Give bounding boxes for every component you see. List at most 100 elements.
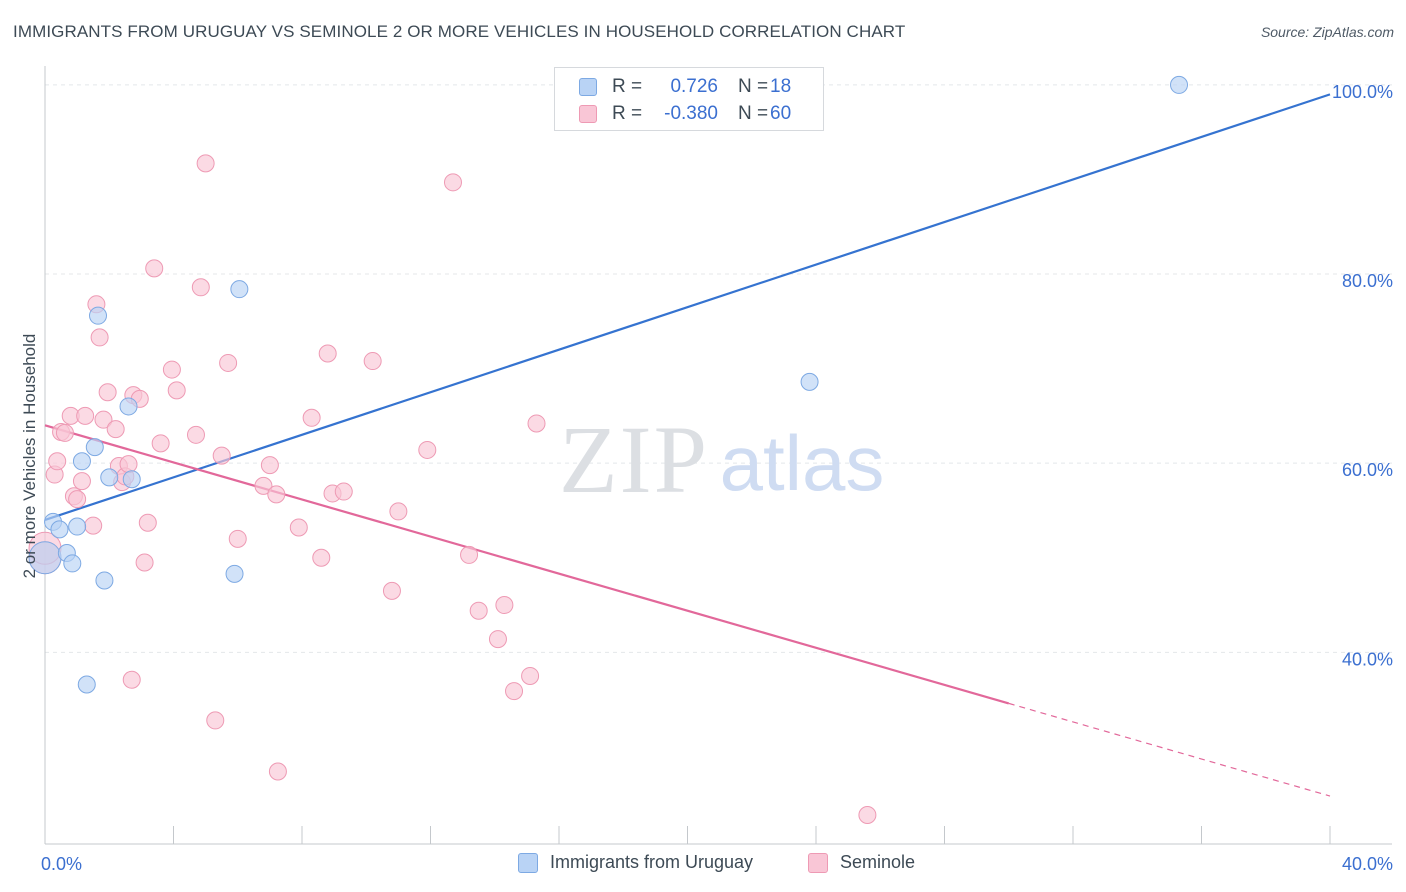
uruguay-point — [800, 372, 819, 391]
seminole-point — [138, 513, 157, 532]
seminole-point — [94, 410, 113, 429]
legend-r-value: -0.380 — [664, 103, 718, 124]
uruguay-point — [119, 397, 138, 416]
seminole-point — [76, 406, 95, 425]
seminole-point — [318, 344, 337, 363]
seminole-point — [505, 682, 524, 701]
uruguay-swatch — [579, 78, 597, 96]
uruguay-point — [225, 564, 244, 583]
seminole-point — [302, 408, 321, 427]
legend-n-label: N = — [738, 76, 769, 97]
seminole-point — [119, 455, 138, 474]
seminole-point — [460, 545, 479, 564]
legend-r-value: 0.726 — [670, 76, 718, 97]
seminole-point — [55, 423, 74, 442]
seminole-point — [206, 711, 225, 730]
seminole-point — [495, 596, 514, 615]
uruguay-point — [63, 554, 82, 573]
legend-n-label: N = — [738, 103, 769, 124]
seminole-legend-label: Seminole — [840, 852, 916, 872]
seminole-trend-line — [44, 424, 1010, 705]
legend-row-uruguay: R = 0.726 N = 18 — [555, 73, 791, 101]
seminole-point — [122, 670, 141, 689]
seminole-point — [267, 485, 286, 504]
seminole-point — [527, 414, 546, 433]
seminole-point — [186, 425, 205, 444]
seminole-point — [48, 452, 67, 471]
seminole-point — [167, 381, 186, 400]
seminole-point — [212, 446, 231, 465]
uruguay-point — [85, 438, 104, 457]
uruguay-point — [72, 452, 91, 471]
x-tick-label: 0.0% — [41, 854, 82, 874]
watermark-zip: ZIP — [559, 406, 709, 513]
seminole-point — [382, 581, 401, 600]
watermark-atlas: atlas — [720, 419, 885, 507]
uruguay-point — [122, 470, 141, 489]
legend-row-seminole: R = -0.380 N = 60 — [555, 100, 791, 128]
uruguay-trend-line — [44, 93, 1331, 521]
uruguay-point — [68, 517, 87, 536]
correlation-legend: R = 0.726 N = 18 R = -0.380 N = 60 — [554, 67, 824, 131]
legend-r-label: R = — [612, 103, 643, 124]
uruguay-point — [89, 306, 108, 325]
seminole-point — [145, 259, 164, 278]
seminole-point — [289, 518, 308, 537]
seminole-legend-swatch — [808, 852, 828, 873]
tick-labels: 0.0% 40.0% 40.0% 60.0% 80.0% 100.0% — [41, 82, 1393, 874]
legend-n-value: 18 — [770, 76, 792, 97]
y-tick-label: 80.0% — [1342, 271, 1393, 291]
watermark: ZIP atlas — [559, 406, 884, 513]
seminole-point — [418, 440, 437, 459]
legend-r-label: R = — [612, 76, 643, 97]
axes — [44, 66, 1392, 845]
seminole-point — [228, 529, 247, 548]
uruguay-point — [100, 468, 119, 487]
trend-lines — [44, 93, 1331, 797]
uruguay-point — [77, 675, 96, 694]
x-tick-label: 40.0% — [1342, 854, 1393, 874]
seminole-point — [363, 352, 382, 371]
seminole-point — [443, 173, 462, 192]
seminole-point — [260, 456, 279, 475]
seminole-point — [219, 353, 238, 372]
seminole-point — [521, 666, 540, 685]
legend-item-seminole[interactable]: Seminole — [808, 852, 915, 873]
seminole-point — [135, 553, 154, 572]
seminole-point — [196, 154, 215, 173]
seminole-point — [68, 490, 87, 509]
seminole-point — [312, 548, 331, 567]
uruguay-point — [50, 520, 69, 539]
uruguay-legend-label: Immigrants from Uruguay — [550, 852, 754, 872]
chart-source: Source: ZipAtlas.com — [1260, 24, 1394, 40]
seminole-point — [858, 805, 877, 824]
seminole-point — [72, 472, 91, 491]
y-tick-label: 40.0% — [1342, 649, 1393, 669]
chart-title: IMMIGRANTS FROM URUGUAY VS SEMINOLE 2 OR… — [13, 22, 906, 41]
y-tick-label: 100.0% — [1332, 82, 1393, 102]
legend-item-uruguay[interactable]: Immigrants from Uruguay — [518, 852, 753, 873]
seminole-point — [84, 516, 103, 535]
seminole-point — [162, 360, 181, 379]
seminole-point — [90, 328, 109, 347]
uruguay-point — [1170, 75, 1189, 94]
data-points — [28, 75, 1189, 824]
seminole-trend-extension — [1008, 702, 1331, 797]
seminole-point — [151, 434, 170, 453]
seminole-point — [488, 630, 507, 649]
uruguay-point — [230, 280, 249, 299]
uruguay-point — [95, 571, 114, 590]
uruguay-legend-swatch — [518, 852, 538, 873]
seminole-point — [98, 383, 117, 402]
seminole-point — [469, 601, 488, 620]
seminole-point — [268, 762, 287, 781]
seminole-point — [254, 476, 273, 495]
seminole-point — [191, 278, 210, 297]
seminole-swatch — [579, 105, 597, 123]
gridlines — [45, 84, 1392, 653]
y-axis-label: 2 or more Vehicles in Household — [20, 333, 39, 579]
y-tick-label: 60.0% — [1342, 460, 1393, 480]
seminole-point — [334, 482, 353, 501]
seminole-point — [389, 502, 408, 521]
